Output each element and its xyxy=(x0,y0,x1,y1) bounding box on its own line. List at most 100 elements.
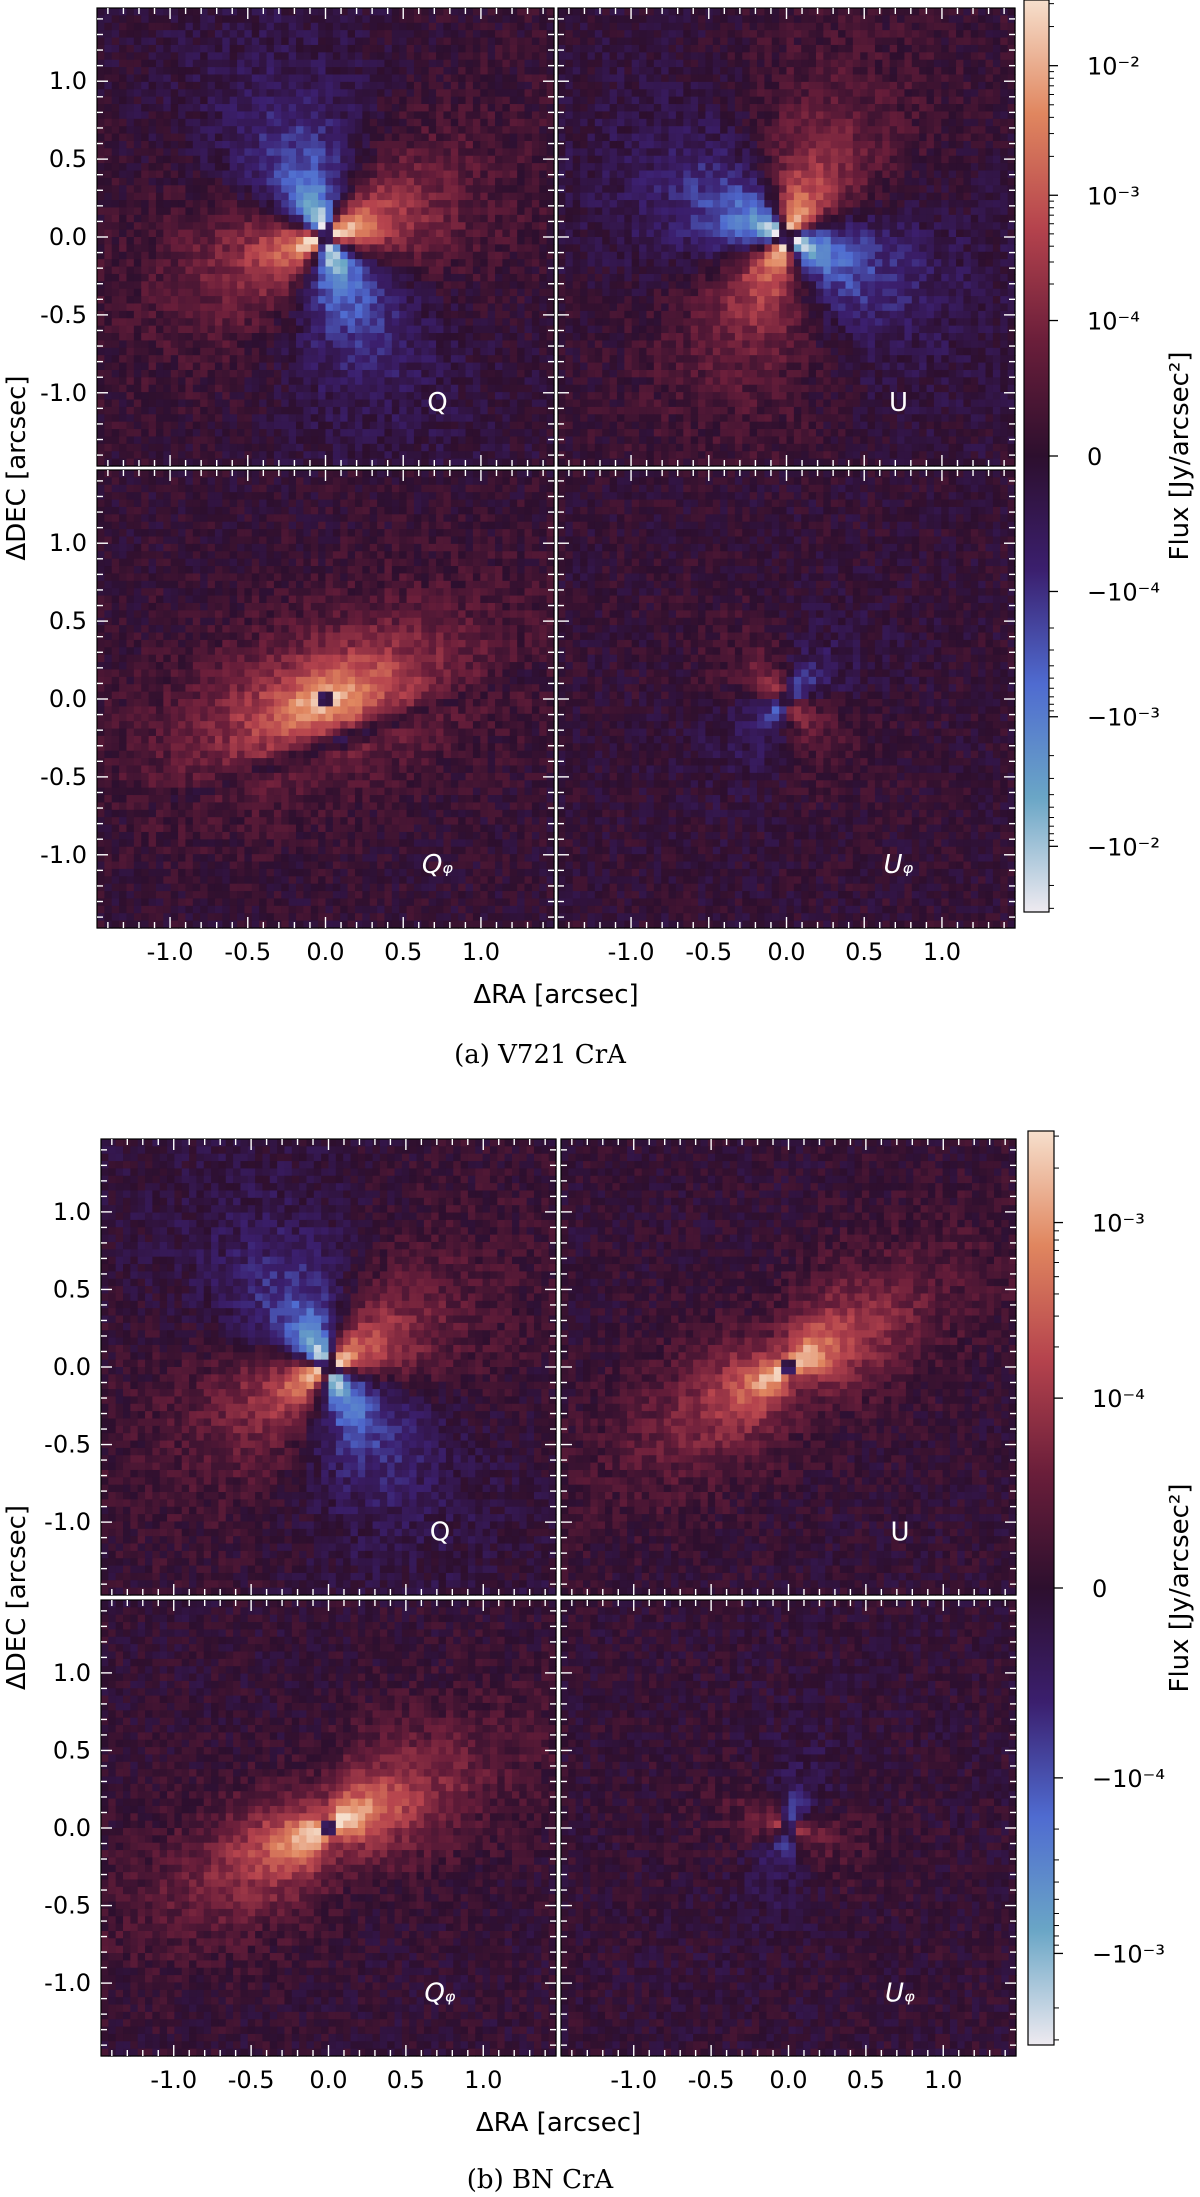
heatmap-cell xyxy=(296,303,304,311)
heatmap-cell xyxy=(244,207,252,215)
heatmap-cell xyxy=(429,252,437,260)
heatmap-cell xyxy=(602,82,610,90)
heatmap-cell xyxy=(171,104,179,112)
heatmap-cell xyxy=(443,38,451,46)
heatmap-cell xyxy=(222,422,230,430)
heatmap-cell xyxy=(318,104,326,112)
heatmap-cell xyxy=(595,74,603,82)
heatmap-cell xyxy=(134,200,142,208)
heatmap-cell xyxy=(377,200,385,208)
heatmap-cell xyxy=(340,148,348,156)
heatmap-cell xyxy=(244,156,252,164)
heatmap-cell xyxy=(443,215,451,223)
heatmap-cell xyxy=(222,171,230,179)
heatmap-cell xyxy=(429,222,437,230)
heatmap-cell xyxy=(421,303,429,311)
heatmap-cell xyxy=(539,82,547,90)
heatmap-cell xyxy=(303,52,311,60)
heatmap-cell xyxy=(488,185,496,193)
heatmap-cell xyxy=(451,259,459,267)
heatmap-cell xyxy=(683,67,691,75)
heatmap-cell xyxy=(429,148,437,156)
heatmap-cell xyxy=(149,126,157,134)
heatmap-cell xyxy=(502,104,510,112)
heatmap-cell xyxy=(355,215,363,223)
heatmap-cell xyxy=(488,60,496,68)
heatmap-cell xyxy=(134,193,142,201)
heatmap-cell xyxy=(517,326,525,334)
heatmap-cell xyxy=(809,45,817,53)
heatmap-cell xyxy=(912,52,920,60)
heatmap-cell xyxy=(259,451,267,459)
heatmap-cell xyxy=(171,163,179,171)
heatmap-cell xyxy=(750,30,758,38)
heatmap-cell xyxy=(222,296,230,304)
heatmap-cell xyxy=(407,385,415,393)
heatmap-cell xyxy=(580,126,588,134)
heatmap-cell xyxy=(720,60,728,68)
heatmap-cell xyxy=(941,30,949,38)
heatmap-cell xyxy=(156,385,164,393)
heatmap-cell xyxy=(421,377,429,385)
heatmap-cell xyxy=(296,326,304,334)
heatmap-cell xyxy=(259,126,267,134)
heatmap-cell xyxy=(517,126,525,134)
heatmap-cell xyxy=(230,289,238,297)
heatmap-cell xyxy=(171,244,179,252)
heatmap-cell xyxy=(259,392,267,400)
heatmap-cell xyxy=(362,385,370,393)
heatmap-cell xyxy=(377,444,385,452)
heatmap-cell xyxy=(451,45,459,53)
heatmap-cell xyxy=(458,200,466,208)
heatmap-cell xyxy=(573,111,581,119)
heatmap-cell xyxy=(473,281,481,289)
heatmap-cell xyxy=(525,82,533,90)
heatmap-cell xyxy=(617,30,625,38)
heatmap-cell xyxy=(215,97,223,105)
heatmap-cell xyxy=(956,67,964,75)
heatmap-cell xyxy=(436,104,444,112)
heatmap-cell xyxy=(466,52,474,60)
heatmap-cell xyxy=(281,60,289,68)
heatmap-cell xyxy=(779,97,787,105)
heatmap-cell xyxy=(414,215,422,223)
heatmap-cell xyxy=(525,45,533,53)
heatmap-cell xyxy=(318,281,326,289)
heatmap-cell xyxy=(348,355,356,363)
heatmap-cell xyxy=(163,126,171,134)
heatmap-cell xyxy=(267,97,275,105)
heatmap-cell xyxy=(882,45,890,53)
heatmap-cell xyxy=(215,355,223,363)
heatmap-cell xyxy=(303,296,311,304)
heatmap-cell xyxy=(326,444,334,452)
heatmap-cell xyxy=(104,45,112,53)
heatmap-cell xyxy=(495,156,503,164)
heatmap-cell xyxy=(340,370,348,378)
heatmap-cell xyxy=(303,414,311,422)
heatmap-cell xyxy=(407,82,415,90)
heatmap-cell xyxy=(816,74,824,82)
heatmap-cell xyxy=(451,414,459,422)
heatmap-cell xyxy=(458,126,466,134)
heatmap-cell xyxy=(853,74,861,82)
heatmap-cell xyxy=(348,296,356,304)
heatmap-cell xyxy=(318,414,326,422)
heatmap-cell xyxy=(230,422,238,430)
heatmap-cell xyxy=(362,89,370,97)
heatmap-cell xyxy=(949,67,957,75)
heatmap-cell xyxy=(149,444,157,452)
heatmap-cell xyxy=(384,38,392,46)
heatmap-cell xyxy=(156,193,164,201)
heatmap-cell xyxy=(163,444,171,452)
heatmap-cell xyxy=(384,414,392,422)
heatmap-cell xyxy=(326,392,334,400)
heatmap-cell xyxy=(259,267,267,275)
heatmap-cell xyxy=(742,104,750,112)
heatmap-cell xyxy=(436,67,444,75)
heatmap-cell xyxy=(171,215,179,223)
heatmap-cell xyxy=(772,15,780,23)
heatmap-cell xyxy=(318,171,326,179)
heatmap-cell xyxy=(399,163,407,171)
heatmap-cell xyxy=(495,74,503,82)
heatmap-cell xyxy=(539,60,547,68)
